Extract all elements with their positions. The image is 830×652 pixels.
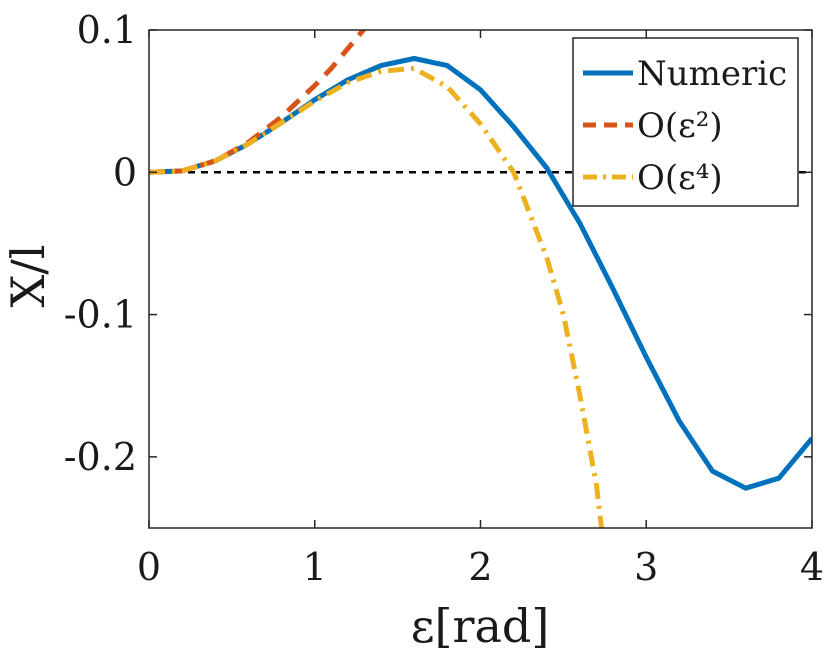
legend-label-0: Numeric bbox=[637, 54, 787, 94]
legend: Numeric O(ε²) O(ε⁴) bbox=[572, 37, 799, 207]
x-tick-label: 3 bbox=[634, 545, 658, 589]
x-tick-label: 2 bbox=[468, 545, 492, 589]
legend-box bbox=[572, 37, 799, 207]
x-tick-label: 1 bbox=[303, 545, 327, 589]
y-tick-label: 0 bbox=[113, 150, 137, 194]
legend-label-1: O(ε²) bbox=[637, 106, 723, 146]
legend-label-2: O(ε⁴) bbox=[637, 158, 723, 198]
y-tick-label: 0.1 bbox=[77, 8, 137, 52]
series-line-2 bbox=[149, 65, 604, 528]
y-tick-label: -0.2 bbox=[64, 435, 137, 479]
x-tick-label: 0 bbox=[137, 545, 161, 589]
x-tick-label: 4 bbox=[800, 545, 824, 589]
axes-layer: 0 1 2 3 4 0.1 0 -0.1 -0.2 bbox=[64, 8, 824, 589]
y-axis-label: X/l bbox=[1, 245, 55, 308]
x-axis-label: ε[rad] bbox=[411, 599, 550, 652]
series-line-1 bbox=[149, 30, 367, 175]
y-tick-label: -0.1 bbox=[64, 293, 137, 337]
